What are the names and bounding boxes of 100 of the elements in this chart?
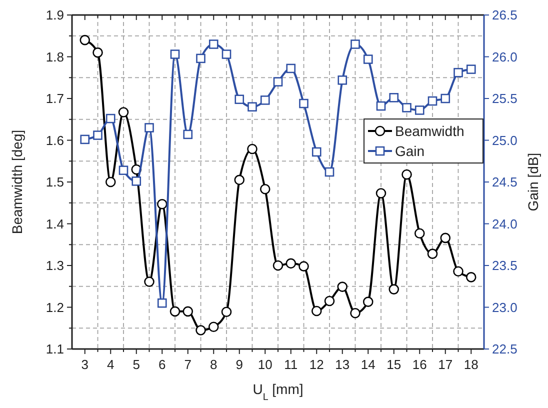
y-tick-label: 1.9 <box>46 8 64 22</box>
x-tick-label: 7 <box>184 357 192 372</box>
point <box>363 54 373 64</box>
legend-label: Gain <box>395 143 425 159</box>
point <box>298 261 309 272</box>
point <box>376 101 386 111</box>
point <box>208 40 218 49</box>
point <box>414 106 424 115</box>
x-axis-title: U$_{L}$ [mm] <box>252 381 304 402</box>
point <box>466 272 476 282</box>
y2-tick-label: 24.5 <box>492 174 518 190</box>
x-tick-label: 18 <box>464 357 478 372</box>
point <box>234 174 245 186</box>
point <box>132 176 142 186</box>
point <box>402 103 412 112</box>
x-tick-label: 3 <box>81 357 88 372</box>
x-tick-label: 17 <box>438 357 453 372</box>
point <box>286 64 296 74</box>
y-tick-label: 1.2 <box>46 300 64 315</box>
point <box>440 94 450 104</box>
point <box>272 260 284 271</box>
point <box>80 34 90 46</box>
point <box>92 47 103 58</box>
x-tick-label: 10 <box>258 357 272 372</box>
point <box>286 258 296 269</box>
point <box>402 169 412 180</box>
point <box>350 308 360 318</box>
x-tick-label: 16 <box>412 357 427 372</box>
point <box>453 266 464 276</box>
point <box>388 284 400 294</box>
point <box>106 114 116 124</box>
y2-tick-label: 25.0 <box>492 132 518 148</box>
point <box>221 306 232 317</box>
x-tick-label: 12 <box>309 357 324 372</box>
point <box>247 144 258 154</box>
x-tick-label: 15 <box>386 357 402 372</box>
x-tick-label: 13 <box>335 357 350 372</box>
y-tick-label: 1.8 <box>46 49 64 64</box>
point <box>454 68 463 78</box>
point <box>156 198 168 210</box>
point <box>222 50 232 59</box>
point <box>170 50 180 59</box>
y2-tick-label: 23.5 <box>492 258 518 273</box>
x-tick-label: 14 <box>360 357 376 372</box>
y-tick-label: 1.6 <box>46 132 64 148</box>
point <box>170 306 180 317</box>
point <box>389 93 399 102</box>
legend-label: Beamwidth <box>395 123 464 139</box>
point <box>350 40 360 49</box>
point <box>80 134 90 144</box>
point <box>208 322 219 332</box>
point <box>93 130 102 140</box>
y-tick-label: 1.3 <box>46 258 64 273</box>
point <box>428 96 438 106</box>
point <box>260 96 270 105</box>
x-tick-label: 9 <box>236 357 243 372</box>
point <box>324 167 334 177</box>
y-axis-title: Beamwidth [deg] <box>9 130 25 234</box>
point <box>312 147 322 157</box>
y-tick-label: 1.4 <box>46 216 64 232</box>
point <box>299 98 308 108</box>
point <box>182 306 194 317</box>
point <box>260 184 270 194</box>
y2-tick-label: 26.0 <box>492 49 518 64</box>
point <box>118 107 129 118</box>
point <box>196 325 206 336</box>
point <box>183 130 193 140</box>
y2-tick-label: 23.0 <box>492 300 518 315</box>
point <box>157 298 167 308</box>
x-tick-label: 8 <box>210 357 218 372</box>
point <box>118 166 128 175</box>
y-tick-label: 1.1 <box>46 342 64 356</box>
x-tick-label: 11 <box>284 357 298 372</box>
point <box>234 94 244 104</box>
point <box>248 102 257 112</box>
point <box>337 282 348 292</box>
y2-tick-label: 25.5 <box>492 91 518 106</box>
point <box>376 188 386 198</box>
point <box>144 276 154 287</box>
point <box>105 176 116 188</box>
point <box>440 232 451 244</box>
y2-axis-title: Gain [dB] <box>525 152 541 212</box>
y-tick-label: 1.5 <box>46 174 64 190</box>
y2-tick-label: 22.5 <box>492 342 518 356</box>
point <box>362 296 374 307</box>
point <box>466 64 476 74</box>
point <box>338 75 348 85</box>
y2-tick-label: 26.5 <box>492 8 518 22</box>
point <box>273 77 283 86</box>
point <box>144 123 154 132</box>
point <box>324 296 335 306</box>
x-tick-label: 6 <box>158 357 166 372</box>
point <box>414 228 425 238</box>
y2-tick-label: 24.0 <box>492 216 518 232</box>
point <box>196 54 206 64</box>
point <box>311 306 322 316</box>
point <box>427 248 438 259</box>
y-tick-label: 1.7 <box>46 91 64 106</box>
x-tick-label: 5 <box>132 357 140 372</box>
x-tick-label: 4 <box>107 357 114 372</box>
